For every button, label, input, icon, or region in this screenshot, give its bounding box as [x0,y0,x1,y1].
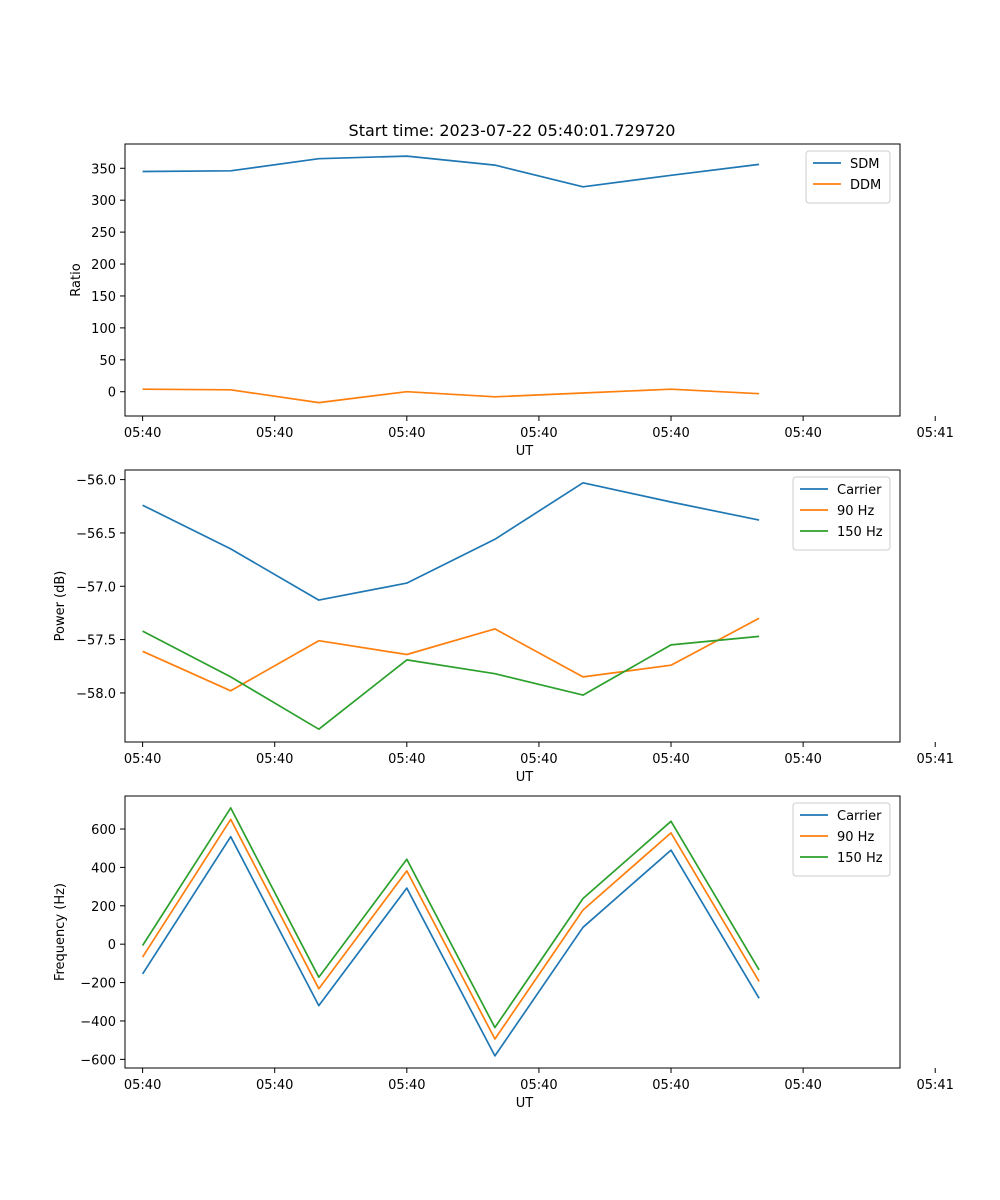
y-tick-label: −56.0 [76,474,116,489]
x-tick-label: 05:40 [124,752,161,767]
y-tick-label: 250 [91,226,116,241]
x-tick-label: 05:40 [652,752,689,767]
series-line-carrier [141,835,760,1057]
x-tick-label: 05:40 [784,426,821,441]
y-tick-label: −58.0 [76,687,116,702]
x-tick-label: 05:40 [652,426,689,441]
x-tick-label: 05:40 [652,1078,689,1093]
ratio-panel: 05:40 05:40 05:40 05:40 05:40 05:40 05:41 0 50 10… [69,143,954,459]
x-tick-label: 05:40 [520,426,557,441]
y-tick-label: −200 [80,977,116,992]
power-panel: 05:40 05:40 05:40 05:40 05:40 05:40 05:41 −58.0… [53,469,954,785]
series-line-150-hz [141,807,760,1029]
y-tick-label: 100 [91,322,116,337]
series-line-ddm [142,388,760,404]
series-line-90-hz [141,818,760,1040]
y-tick-label: 0 [108,386,116,401]
y-tick-label: 300 [91,194,116,209]
y-axis-label: Power (dB) [53,571,68,642]
y-tick-label: −57.0 [76,580,116,595]
plot-frame [124,469,901,743]
legend: SDM DDM [805,150,891,204]
y-tick-label: 0 [108,938,116,953]
x-tick-label: 05:41 [916,752,953,767]
y-tick-label: 400 [91,861,116,876]
legend-label-150-hz: 150 Hz [837,851,883,866]
legend-label-carrier: Carrier [837,809,882,824]
legend-label-90-hz: 90 Hz [837,830,874,845]
y-tick-label: −400 [80,1015,116,1030]
y-tick-label: −57.5 [76,634,116,649]
y-tick-label: −56.5 [76,527,116,542]
legend-label-90-hz: 90 Hz [837,504,874,519]
legend: Carrier 90 Hz 150 Hz [792,802,891,877]
x-axis-label: UT [516,770,534,785]
x-tick-label: 05:40 [520,752,557,767]
y-tick-label: 50 [99,354,116,369]
legend-label-sdm: SDM [850,157,879,172]
y-tick-label: 350 [91,162,116,177]
x-tick-label: 05:40 [388,752,425,767]
frequency-panel: 05:40 05:40 05:40 05:40 05:40 05:40 05:41 −600 −… [53,795,954,1111]
x-tick-label: 05:40 [388,426,425,441]
legend-box [805,150,891,204]
x-tick-label: 05:40 [784,752,821,767]
x-tick-label: 05:41 [916,1078,953,1093]
series-line-sdm [142,155,760,188]
y-tick-label: 150 [91,290,116,305]
x-tick-label: 05:41 [916,426,953,441]
x-axis-label: UT [516,1096,534,1111]
legend: Carrier 90 Hz 150 Hz [792,476,891,551]
legend-label-ddm: DDM [850,178,881,193]
figure-title: Start time: 2023-07-22 05:40:01.729720 [349,121,676,140]
x-tick-label: 05:40 [256,752,293,767]
x-tick-label: 05:40 [520,1078,557,1093]
y-tick-label: 200 [91,258,116,273]
x-tick-label: 05:40 [388,1078,425,1093]
x-tick-label: 05:40 [256,426,293,441]
x-tick-label: 05:40 [784,1078,821,1093]
x-axis-label: UT [516,444,534,459]
plot-frame [124,795,901,1069]
series-line-90-hz [142,617,760,692]
x-tick-label: 05:40 [256,1078,293,1093]
y-tick-label: 600 [91,823,116,838]
y-tick-label: −600 [80,1053,116,1068]
series-line-150-hz [142,630,760,731]
plot-frame [124,143,901,417]
y-axis-label: Ratio [69,263,84,296]
x-tick-label: 05:40 [124,426,161,441]
series-line-carrier [142,481,760,601]
legend-label-150-hz: 150 Hz [837,525,883,540]
x-tick-label: 05:40 [124,1078,161,1093]
legend-label-carrier: Carrier [837,483,882,498]
y-axis-label: Frequency (Hz) [53,883,68,981]
y-tick-label: 200 [91,900,116,915]
